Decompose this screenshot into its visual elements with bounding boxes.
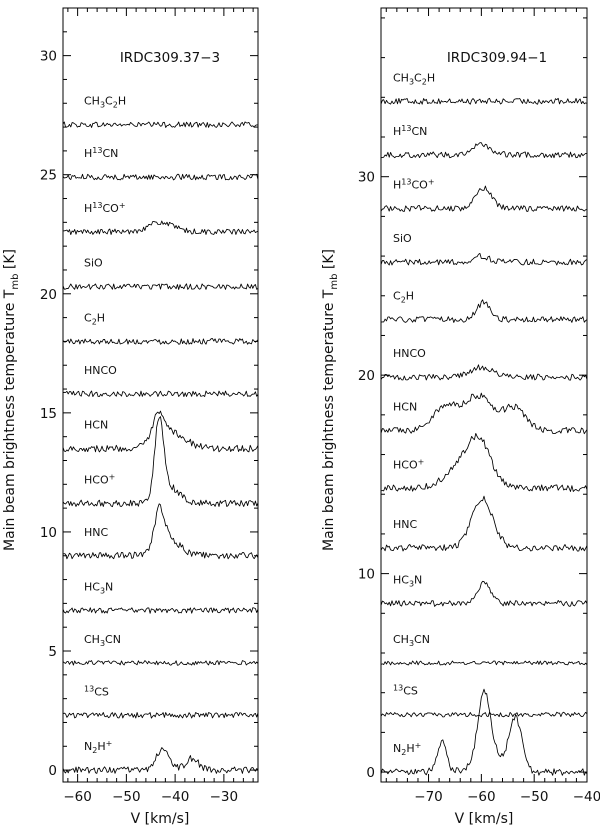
spectrum-h13coplus [62, 220, 259, 236]
x-tick-label: −50 [520, 789, 549, 805]
y-tick-label: 20 [358, 368, 375, 384]
spectrum-c2h [62, 338, 259, 345]
spectrum-hnc [380, 495, 588, 552]
molecule-label: 13CS [84, 684, 109, 698]
y-tick-label: 10 [358, 567, 375, 583]
spectrum-13cs [62, 712, 259, 719]
molecule-label: CH3C2H [84, 95, 126, 110]
molecule-label: HCO+ [393, 457, 424, 471]
molecule-label: HNC [393, 518, 418, 531]
molecule-label: H13CO+ [393, 177, 435, 191]
y-tick-label: 30 [40, 49, 57, 65]
x-tick-label: −50 [112, 789, 141, 805]
panel-title: IRDC309.94−1 [447, 50, 547, 66]
x-tick-label: −60 [63, 789, 92, 805]
molecule-label: HNCO [84, 364, 117, 377]
spectrum-hcn [380, 392, 588, 435]
spectrum-hcn [62, 410, 259, 453]
y-tick-label: 15 [40, 406, 57, 422]
molecule-label: SiO [393, 232, 412, 245]
y-tick-label: 20 [40, 287, 57, 303]
molecule-label: 13CS [393, 684, 418, 698]
molecule-label: H13CN [393, 124, 427, 138]
x-tick-label: −60 [467, 789, 496, 805]
x-axis-title-right: V [km/s] [455, 811, 514, 827]
spectrum-ch3cn [380, 660, 588, 666]
molecule-label: HCN [393, 401, 417, 414]
spectrum-sio [62, 283, 259, 290]
spectrum-h13cn [62, 173, 259, 181]
x-axis-title-left: V [km/s] [131, 811, 190, 827]
panel-title: IRDC309.37−3 [120, 50, 220, 66]
spectrum-h13cn [380, 142, 587, 159]
molecule-label: CH3C2H [393, 71, 435, 86]
molecule-label: HC3N [84, 581, 113, 596]
molecule-label: H13CO+ [84, 201, 126, 215]
molecule-label: HNC [84, 526, 109, 539]
y-tick-label: 5 [48, 644, 57, 660]
y-tick-label: 25 [40, 168, 57, 184]
x-tick-label: −30 [210, 789, 239, 805]
y-tick-label: 30 [358, 170, 375, 186]
spectrum-n2hplus [62, 747, 259, 774]
molecule-label: SiO [84, 257, 103, 270]
y-tick-label: 0 [366, 765, 375, 781]
x-tick-label: −70 [414, 789, 443, 805]
panel-irdc309-94-1: −70 −60 −50 −40 0 10 20 30 IRDC309.94−1 CH3C2H H13… [358, 7, 600, 805]
spectrum-13cs [380, 711, 588, 718]
spectrum-hcoplus [62, 416, 259, 508]
spectrum-ch3c2h [62, 121, 258, 128]
molecule-label: C2H [84, 311, 105, 326]
spectrum-hcoplus [380, 432, 588, 492]
y-tick-label: 0 [48, 763, 57, 779]
spectrum-h13coplus [380, 185, 588, 212]
y-tick-label: 10 [40, 525, 57, 541]
spectrum-sio [380, 252, 588, 266]
x-tick-label: −40 [161, 789, 190, 805]
spectrum-hnc [62, 503, 259, 560]
molecule-label: N2H+ [84, 739, 112, 755]
molecule-label: HNCO [393, 347, 426, 360]
spectrum-hc3n [380, 580, 588, 607]
y-axis-title-left: Main beam brightness temperature Tmb [K] [2, 249, 21, 551]
panel-irdc309-37-3: −60 −50 −40 −30 0 5 10 15 20 25 30 IRDC309.37−3 CH3C… [40, 7, 259, 805]
y-axis-title-right: Main beam brightness temperature Tmb [K] [321, 249, 340, 551]
molecule-label: H13CN [84, 146, 118, 160]
molecule-label: N2H+ [393, 741, 421, 757]
spectrum-hnco [380, 364, 588, 381]
molecule-label: HCO+ [84, 472, 115, 486]
x-tick-label: −40 [573, 789, 600, 805]
spectrum-hc3n [62, 607, 259, 614]
plot-frame [380, 7, 588, 783]
spectrum-c2h [380, 299, 588, 323]
spectrum-ch3c2h [380, 97, 588, 105]
spectrum-n2hplus [380, 688, 588, 776]
spectrum-ch3cn [62, 660, 259, 666]
molecule-label: C2H [393, 290, 414, 305]
molecule-label: HCN [84, 419, 108, 432]
molecule-label: HC3N [393, 573, 422, 588]
molecule-label: CH3CN [84, 633, 121, 648]
molecule-label: CH3CN [393, 633, 430, 648]
spectrum-hnco [62, 390, 259, 398]
